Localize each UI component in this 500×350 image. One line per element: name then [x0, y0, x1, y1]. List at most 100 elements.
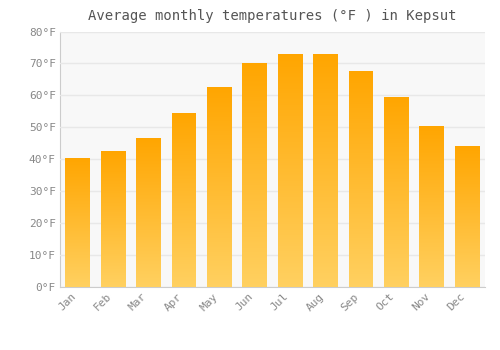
Bar: [172, 151, 196, 152]
Bar: [313, 134, 338, 135]
Bar: [242, 181, 267, 182]
Bar: [278, 55, 302, 56]
Bar: [242, 69, 267, 70]
Bar: [420, 155, 444, 156]
Bar: [100, 237, 126, 238]
Bar: [136, 158, 161, 159]
Bar: [172, 163, 196, 164]
Bar: [348, 222, 374, 223]
Bar: [242, 271, 267, 272]
Bar: [136, 222, 161, 223]
Bar: [172, 174, 196, 175]
Bar: [66, 248, 90, 249]
Bar: [207, 193, 232, 194]
Bar: [313, 136, 338, 138]
Bar: [384, 119, 409, 120]
Bar: [66, 171, 90, 172]
Bar: [384, 99, 409, 100]
Bar: [313, 256, 338, 257]
Bar: [242, 143, 267, 144]
Bar: [207, 123, 232, 124]
Bar: [384, 189, 409, 190]
Bar: [207, 118, 232, 119]
Bar: [100, 273, 126, 274]
Bar: [278, 62, 302, 63]
Bar: [242, 103, 267, 104]
Bar: [313, 270, 338, 271]
Bar: [348, 123, 374, 124]
Bar: [207, 165, 232, 166]
Bar: [66, 206, 90, 207]
Bar: [455, 197, 479, 198]
Bar: [207, 214, 232, 215]
Bar: [207, 167, 232, 168]
Bar: [313, 276, 338, 278]
Bar: [420, 282, 444, 283]
Bar: [420, 156, 444, 157]
Bar: [455, 269, 479, 270]
Bar: [172, 183, 196, 184]
Bar: [278, 64, 302, 65]
Bar: [348, 256, 374, 257]
Bar: [278, 119, 302, 120]
Bar: [172, 241, 196, 242]
Bar: [348, 196, 374, 197]
Bar: [278, 203, 302, 204]
Bar: [207, 94, 232, 95]
Bar: [455, 220, 479, 221]
Bar: [136, 232, 161, 233]
Bar: [66, 281, 90, 282]
Bar: [278, 69, 302, 70]
Bar: [278, 105, 302, 106]
Bar: [66, 285, 90, 286]
Bar: [313, 80, 338, 82]
Bar: [384, 259, 409, 260]
Bar: [242, 261, 267, 262]
Bar: [242, 166, 267, 167]
Bar: [348, 96, 374, 97]
Bar: [278, 102, 302, 103]
Bar: [313, 278, 338, 279]
Bar: [242, 231, 267, 232]
Bar: [207, 220, 232, 221]
Bar: [455, 159, 479, 160]
Bar: [420, 202, 444, 203]
Bar: [172, 198, 196, 199]
Bar: [66, 232, 90, 233]
Title: Average monthly temperatures (°F ) in Kepsut: Average monthly temperatures (°F ) in Ke…: [88, 9, 457, 23]
Bar: [420, 132, 444, 133]
Bar: [207, 138, 232, 139]
Bar: [313, 170, 338, 172]
Bar: [242, 229, 267, 230]
Bar: [278, 260, 302, 261]
Bar: [136, 210, 161, 211]
Bar: [136, 178, 161, 179]
Bar: [278, 202, 302, 203]
Bar: [136, 279, 161, 280]
Bar: [278, 112, 302, 113]
Bar: [172, 261, 196, 262]
Bar: [136, 229, 161, 230]
Bar: [384, 172, 409, 173]
Bar: [172, 191, 196, 192]
Bar: [313, 100, 338, 101]
Bar: [242, 216, 267, 217]
Bar: [66, 189, 90, 190]
Bar: [242, 95, 267, 96]
Bar: [207, 100, 232, 101]
Bar: [207, 257, 232, 258]
Bar: [242, 142, 267, 143]
Bar: [207, 266, 232, 267]
Bar: [420, 265, 444, 266]
Bar: [420, 158, 444, 159]
Bar: [455, 202, 479, 203]
Bar: [242, 269, 267, 270]
Bar: [100, 154, 126, 155]
Bar: [242, 77, 267, 78]
Bar: [278, 76, 302, 77]
Bar: [207, 99, 232, 100]
Bar: [384, 116, 409, 117]
Bar: [420, 256, 444, 257]
Bar: [278, 174, 302, 175]
Bar: [455, 270, 479, 271]
